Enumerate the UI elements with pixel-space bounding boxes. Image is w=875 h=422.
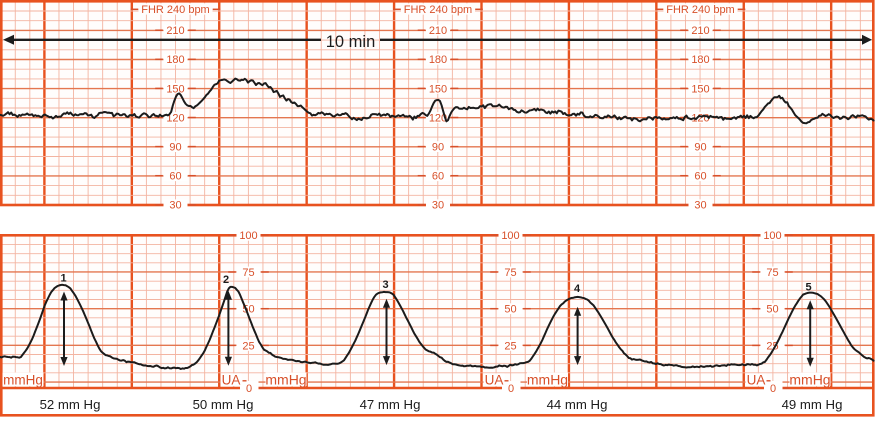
svg-text:1: 1 (60, 272, 66, 284)
svg-text:25: 25 (504, 340, 516, 352)
svg-text:90: 90 (169, 141, 181, 153)
svg-text:100: 100 (763, 230, 781, 242)
svg-text:30: 30 (432, 200, 444, 212)
svg-text:10 min: 10 min (326, 33, 376, 51)
svg-text:50: 50 (766, 304, 778, 316)
svg-text:75: 75 (766, 267, 778, 279)
svg-text:FHR 240 bpm: FHR 240 bpm (666, 4, 734, 16)
svg-text:5: 5 (805, 281, 811, 293)
svg-text:30: 30 (169, 200, 181, 212)
svg-text:25: 25 (242, 340, 254, 352)
svg-text:0: 0 (246, 383, 252, 395)
svg-text:100: 100 (239, 230, 257, 242)
svg-text:25: 25 (766, 340, 778, 352)
svg-text:52 mm Hg: 52 mm Hg (40, 397, 101, 412)
svg-text:150: 150 (691, 83, 709, 95)
svg-text:210: 210 (429, 25, 447, 37)
svg-text:UA: UA (485, 373, 504, 388)
svg-text:47 mm Hg: 47 mm Hg (360, 397, 421, 412)
svg-text:49 mm Hg: 49 mm Hg (782, 397, 843, 412)
svg-text:210: 210 (166, 25, 184, 37)
svg-text:60: 60 (432, 171, 444, 183)
svg-text:2: 2 (223, 274, 229, 286)
svg-text:44 mm Hg: 44 mm Hg (547, 397, 608, 412)
svg-text:60: 60 (694, 171, 706, 183)
svg-text:mmHg: mmHg (3, 372, 43, 387)
svg-text:90: 90 (694, 141, 706, 153)
svg-text:180: 180 (429, 54, 447, 66)
svg-text:50: 50 (504, 304, 516, 316)
svg-text:120: 120 (166, 112, 184, 124)
svg-text:50 mm Hg: 50 mm Hg (193, 397, 254, 412)
svg-text:90: 90 (432, 141, 444, 153)
svg-text:150: 150 (429, 83, 447, 95)
svg-text:0: 0 (770, 383, 776, 395)
svg-text:30: 30 (694, 200, 706, 212)
svg-text:75: 75 (242, 267, 254, 279)
svg-text:mmHg: mmHg (265, 372, 306, 388)
svg-text:100: 100 (501, 230, 519, 242)
svg-text:60: 60 (169, 171, 181, 183)
svg-text:0: 0 (508, 383, 514, 395)
svg-text:180: 180 (166, 54, 184, 66)
svg-text:UA: UA (222, 373, 241, 388)
svg-text:120: 120 (429, 112, 447, 124)
svg-text:UA: UA (747, 373, 766, 388)
svg-text:mmHg: mmHg (527, 372, 568, 388)
svg-text:3: 3 (382, 279, 388, 291)
svg-text:210: 210 (691, 25, 709, 37)
svg-text:mmHg: mmHg (789, 372, 830, 388)
svg-text:180: 180 (691, 54, 709, 66)
svg-text:FHR 240 bpm: FHR 240 bpm (141, 4, 209, 16)
svg-text:150: 150 (166, 83, 184, 95)
svg-text:75: 75 (504, 267, 516, 279)
svg-text:FHR 240 bpm: FHR 240 bpm (404, 4, 472, 16)
svg-text:4: 4 (574, 283, 581, 295)
